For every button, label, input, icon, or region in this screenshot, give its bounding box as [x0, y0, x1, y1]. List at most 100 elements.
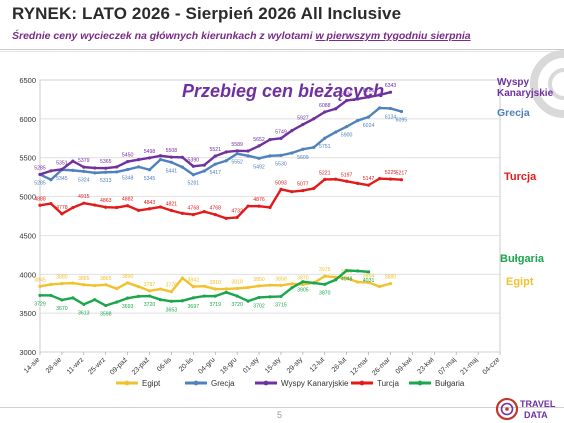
data-label-wyspy-kanaryjskie: 5285: [34, 165, 46, 171]
data-label-egipt: 3865: [78, 276, 90, 282]
data-point-turcja: [158, 205, 163, 209]
data-label-turcja: 4915: [78, 194, 90, 200]
y-tick-label: 4000: [19, 270, 36, 279]
legend-item: Bułgaria: [409, 379, 465, 388]
data-point-wyspy-kanaryjskie: [268, 138, 272, 142]
data-point-turcja: [388, 177, 393, 181]
data-point-grecja: [191, 173, 195, 177]
data-point-egipt: [180, 276, 184, 280]
data-point-bułgaria: [202, 294, 206, 298]
header-divider-light: [0, 51, 564, 52]
data-label-grecja: 5345: [144, 176, 156, 182]
data-label-bułgaria: 3905: [297, 288, 309, 294]
data-point-turcja: [224, 216, 228, 220]
data-point-grecja: [235, 152, 239, 156]
data-label-grecja: 5609: [297, 155, 309, 161]
logo-word-travel: TRAVEL: [520, 399, 556, 409]
data-point-egipt: [257, 284, 261, 288]
data-point-grecja: [246, 154, 250, 158]
data-point-turcja: [191, 213, 195, 217]
data-point-turcja: [312, 186, 316, 191]
data-point-bułgaria: [60, 298, 64, 302]
data-point-grecja: [169, 160, 174, 164]
data-point-egipt: [224, 287, 228, 291]
legend-marker: [263, 380, 269, 386]
x-tick-label: 01-sty: [242, 356, 261, 375]
data-point-bułgaria: [82, 302, 86, 306]
data-label-wyspy-kanaryjskie: 5390: [188, 157, 200, 163]
data-point-grecja: [126, 167, 130, 172]
data-label-grecja: 5441: [166, 168, 178, 174]
data-label-turcja: 4843: [144, 200, 156, 206]
y-tick-label: 4500: [19, 231, 36, 240]
data-point-egipt: [126, 281, 130, 285]
data-point-turcja: [126, 204, 130, 208]
data-point-wyspy-kanaryjskie: [126, 160, 130, 164]
data-point-turcja: [290, 190, 294, 194]
data-label-egipt: 3845: [34, 277, 46, 283]
header-divider: [0, 49, 564, 50]
data-point-grecja: [224, 159, 228, 163]
data-label-turcja: 4732: [231, 208, 243, 214]
data-label-egipt: 3880: [56, 275, 68, 281]
legend-marker: [193, 380, 199, 386]
series-label: Turcja: [504, 171, 537, 183]
data-point-wyspy-kanaryjskie: [301, 122, 305, 127]
x-tick-label: 04-cze: [482, 356, 502, 376]
data-point-bułgaria: [224, 290, 228, 294]
data-point-turcja: [399, 178, 404, 182]
data-label-grecja: 6134: [385, 114, 397, 120]
x-tick-label: 09-kwi: [395, 356, 415, 376]
data-point-grecja: [93, 171, 97, 175]
data-label-egipt: 3776: [166, 283, 178, 289]
data-label-turcja: 5217: [396, 171, 408, 177]
data-point-bułgaria: [345, 268, 349, 273]
data-point-egipt: [158, 287, 163, 291]
data-label-bułgaria: 3613: [78, 310, 90, 316]
data-point-wyspy-kanaryjskie: [136, 158, 141, 162]
data-point-turcja: [136, 208, 141, 213]
data-label-grecja: 6024: [363, 123, 375, 129]
data-point-turcja: [180, 211, 184, 215]
data-label-wyspy-kanaryjskie: 5351: [56, 160, 68, 166]
data-point-turcja: [104, 205, 108, 209]
data-label-egipt: 3818: [231, 279, 243, 285]
data-point-grecja: [213, 162, 217, 166]
data-label-wyspy-kanaryjskie: 5652: [253, 137, 265, 143]
data-point-bułgaria: [279, 294, 283, 299]
data-point-grecja: [202, 169, 206, 173]
data-point-wyspy-kanaryjskie: [246, 149, 250, 153]
data-point-bułgaria: [180, 299, 184, 303]
data-point-turcja: [235, 215, 239, 219]
series-label: Egipt: [506, 276, 534, 288]
data-point-grecja: [147, 168, 152, 172]
data-point-grecja: [71, 168, 75, 172]
legend-item: Grecja: [185, 379, 235, 388]
data-label-turcja: 4876: [253, 197, 265, 203]
data-point-bułgaria: [136, 294, 141, 298]
data-point-grecja: [49, 178, 53, 182]
data-point-wyspy-kanaryjskie: [115, 165, 119, 169]
data-point-egipt: [301, 282, 305, 286]
data-point-turcja: [246, 204, 250, 208]
legend-marker: [124, 380, 130, 386]
data-point-grecja: [257, 156, 261, 160]
data-point-bułgaria: [126, 296, 130, 300]
data-label-egipt: 3810: [209, 280, 221, 286]
data-label-egipt: 3890: [122, 274, 134, 280]
data-point-bułgaria: [38, 293, 42, 297]
data-point-bułgaria: [257, 295, 261, 300]
data-label-bułgaria: 3598: [100, 312, 112, 318]
data-point-wyspy-kanaryjskie: [345, 98, 349, 103]
data-point-grecja: [399, 109, 404, 114]
data-point-egipt: [213, 287, 217, 291]
data-point-bułgaria: [104, 303, 108, 308]
data-label-bułgaria: 3697: [188, 304, 200, 310]
data-point-wyspy-kanaryjskie: [49, 169, 53, 173]
data-point-egipt: [202, 284, 206, 288]
data-point-bułgaria: [147, 294, 152, 298]
price-chart: 3000 3500 4000 4500 5000 5500 6000 6500 14-sie 28…: [0, 52, 564, 392]
x-tick-label: 04-gru: [197, 356, 216, 375]
data-point-bułgaria: [93, 298, 97, 302]
data-point-turcja: [169, 208, 174, 213]
